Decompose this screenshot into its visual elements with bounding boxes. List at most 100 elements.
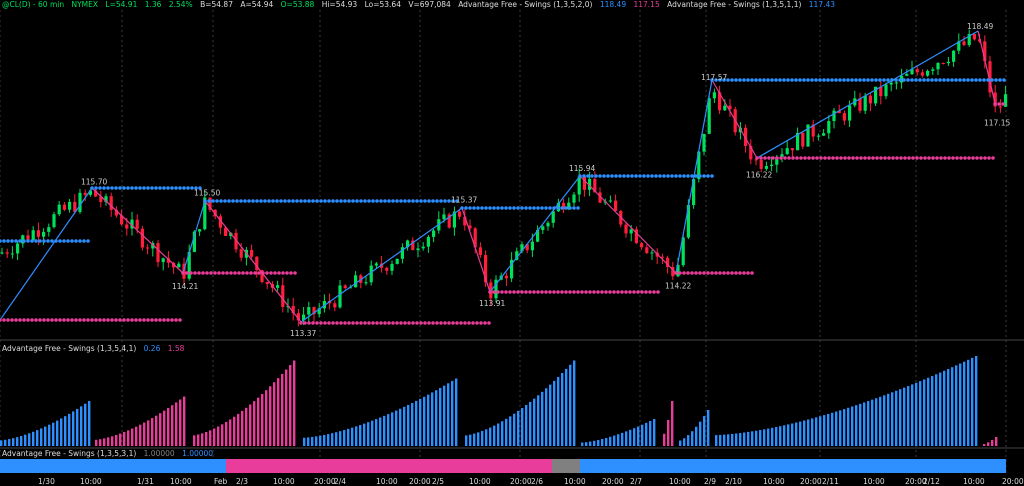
histogram-bar — [12, 438, 15, 446]
swing-point-label: 113.37 — [290, 329, 316, 338]
histogram-bar — [621, 432, 624, 446]
support-dot — [395, 321, 399, 325]
x-tick-label: 20:00 — [1002, 477, 1024, 486]
histogram-bar — [367, 422, 370, 446]
support-dot — [423, 321, 427, 325]
resistance-dot — [854, 78, 858, 82]
histogram-bar — [48, 424, 51, 446]
ask-price: A=54.94 — [240, 0, 274, 9]
x-tick-label: 10:00 — [963, 477, 985, 486]
support-dot — [915, 156, 919, 160]
x-tick-label: 2/10 — [725, 477, 742, 486]
swing-up-line — [489, 175, 581, 293]
histogram-bar — [597, 439, 600, 446]
resistance-dot — [419, 199, 423, 203]
resistance-dot — [492, 206, 496, 210]
candle — [801, 132, 805, 147]
histogram-bar — [561, 372, 564, 446]
support-dot — [983, 156, 987, 160]
candle — [390, 263, 394, 271]
resistance-dot — [295, 199, 299, 203]
x-tick-label: 20:00 — [510, 477, 532, 486]
support-dot — [375, 321, 379, 325]
support-dot — [879, 156, 883, 160]
resistance-dot — [750, 78, 754, 82]
resistance-dot — [18, 239, 22, 243]
ribbon-title: Advantage Free - Swings (1,3,5,3,1) — [2, 449, 137, 458]
swing-point-label: 115.50 — [194, 188, 220, 197]
support-dot — [475, 321, 479, 325]
resistance-dot — [355, 199, 359, 203]
resistance-dot — [870, 78, 874, 82]
resistance-dot — [343, 199, 347, 203]
swing-point-label: 116.22 — [746, 170, 772, 179]
support-dot — [178, 318, 182, 322]
support-dot — [532, 290, 536, 294]
x-tick-label: 10:00 — [669, 477, 691, 486]
grid-lines — [0, 10, 1024, 474]
histogram-bar — [273, 382, 276, 446]
support-dot — [62, 318, 66, 322]
resistance-dot — [710, 78, 714, 82]
support-dot — [142, 318, 146, 322]
support-dot — [568, 290, 572, 294]
support-dot — [241, 271, 245, 275]
candle — [94, 190, 98, 197]
support-dot — [648, 290, 652, 294]
histogram-bar — [887, 393, 890, 446]
histogram-bar — [331, 433, 334, 446]
histogram-bar — [637, 426, 640, 446]
support-dot — [997, 102, 1001, 106]
support-dot — [14, 318, 18, 322]
resistance-dot — [582, 174, 586, 178]
histogram-bar — [489, 427, 492, 446]
support-dot — [686, 271, 690, 275]
resistance-dot — [130, 186, 134, 190]
support-dot — [166, 318, 170, 322]
candle — [224, 227, 228, 236]
resistance-dot — [235, 199, 239, 203]
candle — [811, 124, 815, 137]
support-dot — [979, 156, 983, 160]
candle — [302, 314, 306, 321]
support-dot — [492, 290, 496, 294]
support-dot — [722, 271, 726, 275]
support-dot — [197, 271, 201, 275]
histogram-bar — [743, 432, 746, 446]
candle — [660, 256, 664, 258]
resistance-dot — [198, 186, 202, 190]
resistance-dot — [754, 78, 758, 82]
resistance-dot — [359, 199, 363, 203]
support-dot — [584, 290, 588, 294]
resistance-dot — [590, 174, 594, 178]
x-tick-label: 2/11 — [822, 477, 839, 486]
swing-histogram-header: Advantage Free - Swings (1,3,5,4,1) 0.26… — [2, 344, 189, 353]
candle — [858, 98, 862, 111]
histogram-bar — [509, 416, 512, 446]
resistance-dot — [520, 206, 524, 210]
candle — [276, 285, 280, 288]
support-dot — [415, 321, 419, 325]
resistance-dot — [407, 199, 411, 203]
histogram-bar — [935, 374, 938, 446]
candle — [494, 279, 498, 299]
histogram-bar — [505, 418, 508, 446]
support-dot — [867, 156, 871, 160]
histogram-bar — [501, 421, 504, 446]
candle — [0, 252, 4, 254]
resistance-dot — [327, 199, 331, 203]
resistance-dot — [247, 199, 251, 203]
candle — [874, 86, 878, 104]
histogram-bar — [899, 389, 902, 446]
indicator2-name: Advantage Free - Swings (1,3,5,1,1) — [667, 0, 802, 9]
support-dot — [935, 156, 939, 160]
histogram-bar — [907, 386, 910, 446]
resistance-dot — [540, 206, 544, 210]
histogram-bar — [525, 405, 528, 446]
support-dot — [923, 156, 927, 160]
resistance-dot — [702, 174, 706, 178]
histogram-bar — [983, 444, 986, 446]
histogram-bar — [581, 442, 584, 446]
support-dot — [38, 318, 42, 322]
